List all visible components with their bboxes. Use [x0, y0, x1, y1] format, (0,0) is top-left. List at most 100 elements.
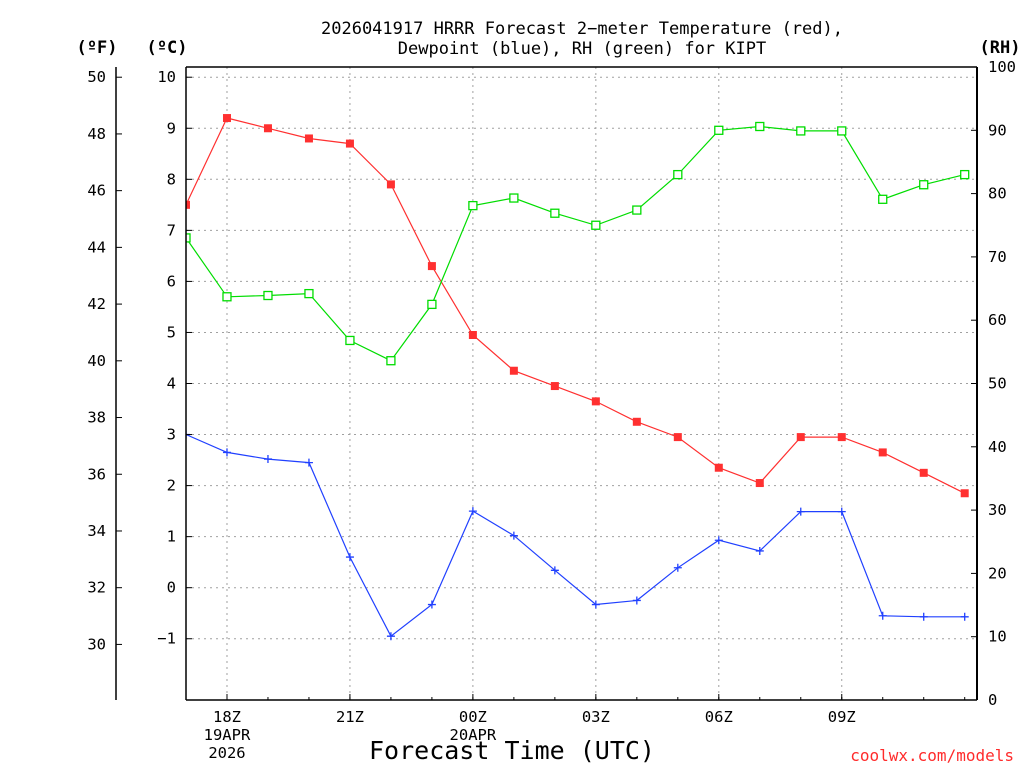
axes: 3032343638404244464850−10123456789100102… — [87, 58, 1016, 762]
temperature-point — [591, 397, 600, 406]
x-tick-label: 20APR — [450, 726, 497, 744]
x-tick-label: 18Z — [213, 708, 241, 726]
rh-tick-label: 0 — [988, 691, 997, 709]
rh-point — [263, 290, 273, 301]
celsius-tick-label: 7 — [167, 221, 176, 239]
dewpoint-point — [796, 507, 805, 516]
rh-point — [632, 205, 642, 215]
dewpoint-point — [427, 600, 436, 609]
dewpoint-point — [878, 611, 887, 620]
rh-tick-label: 40 — [988, 438, 1007, 456]
rh-point — [386, 356, 396, 366]
temperature-point — [186, 200, 190, 209]
temperature-point — [919, 468, 928, 477]
temperature-point — [345, 139, 354, 148]
rh-tick-label: 100 — [988, 58, 1016, 76]
rh-tick-label: 80 — [988, 185, 1007, 203]
dewpoint-point — [550, 566, 559, 575]
rh-point — [468, 200, 478, 211]
series-layer — [186, 114, 970, 641]
celsius-tick-label: 3 — [167, 426, 176, 444]
dewpoint-point — [591, 600, 600, 609]
celsius-tick-label: 9 — [167, 119, 176, 137]
celsius-tick-label: 8 — [167, 170, 176, 188]
x-tick-label: 09Z — [828, 708, 856, 726]
celsius-tick-label: −1 — [157, 630, 176, 648]
temperature-point — [386, 180, 395, 189]
chart-title-line-1: 2026041917 HRRR Forecast 2−meter Tempera… — [321, 19, 843, 39]
dewpoint-point — [755, 546, 764, 555]
rh-tick-label: 70 — [988, 248, 1007, 266]
rh-point — [960, 169, 970, 180]
celsius-tick-label: 4 — [167, 375, 176, 393]
dewpoint-point — [222, 448, 231, 457]
temperature-point — [427, 262, 436, 271]
fahrenheit-unit-label: (ºF) — [77, 38, 118, 58]
rh-tick-label: 50 — [988, 375, 1007, 393]
temperature-point — [632, 417, 641, 426]
chart-title-line-2: Dewpoint (blue), RH (green) for KIPT — [398, 39, 766, 59]
celsius-unit-label: (ºC) — [147, 38, 188, 58]
temperature-point — [878, 448, 887, 457]
fahrenheit-tick-label: 48 — [87, 125, 106, 143]
grid — [186, 67, 977, 700]
dewpoint-point — [304, 458, 313, 467]
temperature-point — [304, 134, 313, 143]
rh-tick-label: 20 — [988, 564, 1007, 582]
temperature-point — [222, 114, 231, 123]
x-axis-label: Forecast Time (UTC) — [369, 736, 655, 765]
rh-point — [427, 299, 437, 310]
temperature-point — [673, 433, 682, 442]
dewpoint-point — [714, 536, 723, 545]
dewpoint-point — [837, 507, 846, 516]
dewpoint-point — [632, 596, 641, 605]
temperature-point — [796, 433, 805, 442]
rh-line — [186, 125, 965, 362]
x-tick-label: 06Z — [705, 708, 733, 726]
dewpoint-point — [509, 531, 518, 540]
rh-point — [186, 233, 191, 243]
x-tick-label: 03Z — [582, 708, 610, 726]
temperature-point — [755, 479, 764, 488]
rh-point — [550, 208, 560, 218]
series-dewpoint — [186, 430, 969, 641]
rh-tick-label: 60 — [988, 311, 1007, 329]
rh-point — [919, 180, 929, 190]
rh-point — [345, 335, 355, 346]
temperature-point — [714, 463, 723, 472]
rh-point — [837, 126, 847, 136]
x-tick-label: 2026 — [208, 744, 245, 762]
fahrenheit-tick-label: 36 — [87, 465, 106, 483]
rh-point — [796, 126, 806, 136]
fahrenheit-tick-label: 44 — [87, 238, 106, 256]
temperature-point — [509, 366, 518, 375]
rh-point — [509, 193, 519, 203]
fahrenheit-tick-label: 42 — [87, 295, 106, 313]
dewpoint-point — [673, 563, 682, 572]
temperature-point — [468, 331, 477, 340]
dewpoint-line — [186, 433, 965, 638]
dewpoint-point — [919, 612, 928, 621]
x-tick-label: 21Z — [336, 708, 364, 726]
dewpoint-point — [263, 455, 272, 464]
dewpoint-point — [468, 507, 477, 516]
celsius-tick-label: 1 — [167, 528, 176, 546]
rh-point — [304, 288, 314, 299]
fahrenheit-tick-label: 50 — [87, 68, 106, 86]
celsius-tick-label: 6 — [167, 272, 176, 290]
temperature-line — [186, 117, 965, 494]
temperature-point — [263, 124, 272, 133]
rh-tick-label: 10 — [988, 628, 1007, 646]
fahrenheit-tick-label: 34 — [87, 522, 106, 540]
fahrenheit-tick-label: 32 — [87, 579, 106, 597]
fahrenheit-tick-label: 30 — [87, 635, 106, 653]
rh-unit-label: (RH) — [980, 38, 1021, 58]
dewpoint-point — [960, 612, 969, 621]
rh-point — [755, 121, 765, 132]
dewpoint-point — [386, 632, 395, 641]
rh-tick-label: 90 — [988, 121, 1007, 139]
rh-point — [673, 169, 683, 180]
fahrenheit-tick-label: 46 — [87, 182, 106, 200]
rh-point — [222, 292, 232, 302]
fahrenheit-tick-label: 38 — [87, 409, 106, 427]
